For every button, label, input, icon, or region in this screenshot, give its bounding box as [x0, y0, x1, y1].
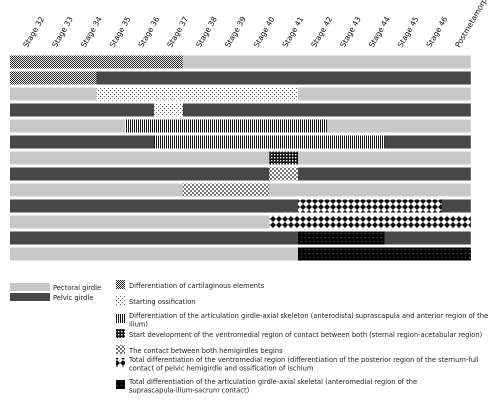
total_ventromedial-label-line: Total differentiation of the ventromedia…	[128, 356, 479, 364]
articulation-segment	[125, 119, 327, 133]
stage-label: Postmetamorphosis	[453, 0, 498, 49]
ventromedial-label: Start development of the ventromedial re…	[129, 331, 483, 339]
stage-label: Stage 32	[21, 15, 46, 49]
ossification-label: Starting ossification	[129, 298, 196, 306]
hemigirdles-swatch	[116, 345, 125, 354]
pelvic-girdle-bar	[10, 71, 471, 85]
articulation-label: Differentiation of the articulation gird…	[129, 312, 488, 329]
stage-label: Stage 43	[338, 15, 363, 49]
pelvic-girdle-bar	[10, 231, 471, 245]
total_articulation-label-line: suprascapula-ilium-sacrum contact)	[129, 386, 250, 394]
stage-header: Stage 32 Stage 33 Stage 34 Stage 35 Stage 36…	[21, 0, 498, 49]
hemigirdles-label: The contact between both hemigirdles beg…	[128, 347, 283, 355]
stage-label: Stage 45	[396, 15, 421, 49]
stage-label: Stage 37	[165, 15, 190, 49]
cartilage-segment	[10, 55, 183, 69]
pectoral-girdle-swatch	[10, 283, 50, 291]
stage-label: Stage 42	[309, 15, 334, 49]
pectoral-girdle-bar	[10, 151, 471, 165]
pelvic-girdle-swatch	[10, 293, 50, 301]
total_ventromedial-label-line: contact of pelvic hemigirdle and ossific…	[129, 364, 313, 372]
stage-label: Stage 39	[223, 15, 248, 49]
hemigirdles-segment	[182, 183, 270, 197]
stage-label: Stage 35	[108, 15, 133, 49]
timeline-rows	[10, 55, 471, 261]
total_ventromedial-segment	[298, 199, 442, 213]
total_articulation-label: Total differentiation of the articulatio…	[128, 378, 417, 395]
stage-label: Stage 41	[281, 15, 306, 49]
event-legend: Differentiation of cartilaginous element…	[116, 280, 488, 394]
stage-label: Stage 38	[194, 15, 219, 49]
total_articulation-segment	[298, 247, 471, 261]
stage-label: Stage 46	[425, 15, 450, 49]
total_articulation-swatch	[116, 380, 125, 389]
articulation-segment	[154, 135, 385, 149]
pelvic-girdle-label: Pelvic girdle	[53, 294, 93, 302]
ossification-swatch	[116, 296, 125, 305]
stage-label: Stage 33	[50, 15, 75, 49]
cartilage-segment	[10, 71, 97, 85]
hemigirdles-segment	[269, 167, 298, 181]
cartilage-label: Differentiation of cartilaginous element…	[129, 282, 265, 290]
articulation-label-line: Differentiation of the articulation gird…	[129, 312, 488, 320]
total_ventromedial-label: Total differentiation of the ventromedia…	[128, 356, 479, 373]
ventromedial-swatch	[116, 329, 125, 338]
stage-label: Stage 34	[79, 15, 104, 49]
ossification-segment	[96, 87, 299, 101]
stage-label: Stage 36	[137, 15, 162, 49]
cartilage-swatch	[116, 280, 125, 289]
ventromedial-segment	[269, 151, 298, 165]
girdle-legend: Pectoral girdle Pelvic girdle	[10, 283, 101, 302]
total_articulation-label-line: Total differentiation of the articulatio…	[128, 378, 417, 386]
stage-label: Stage 44	[367, 15, 392, 49]
pelvic-girdle-bar	[10, 103, 471, 117]
total_articulation-segment	[298, 231, 385, 245]
total_ventromedial-segment	[269, 215, 471, 229]
stage-label: Stage 40	[252, 15, 277, 49]
articulation-label-line: ilium)	[129, 320, 148, 328]
articulation-swatch	[116, 314, 125, 323]
ossification-segment	[154, 103, 183, 117]
total_ventromedial-swatch	[116, 358, 125, 367]
pectoral-girdle-label: Pectoral girdle	[53, 284, 101, 292]
pelvic-girdle-bar	[10, 167, 471, 181]
